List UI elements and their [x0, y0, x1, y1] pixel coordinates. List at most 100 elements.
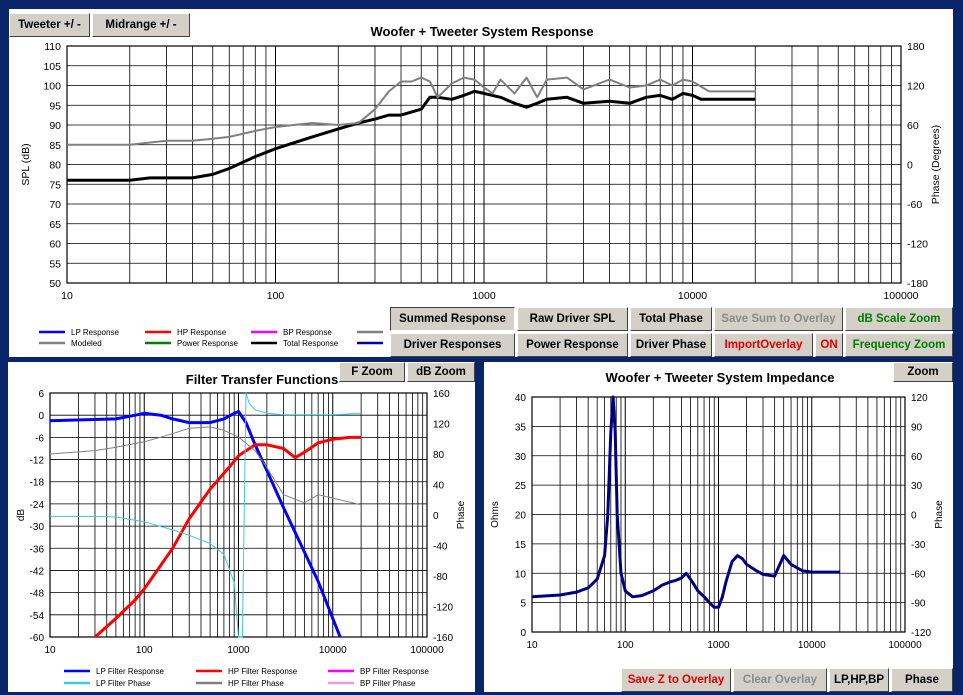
chart-title: Woofer + Tweeter System Impedance: [606, 370, 835, 385]
save-z-to-overlay-button[interactable]: Save Z to Overlay: [621, 668, 731, 692]
y2-tick-label: 80: [433, 450, 445, 461]
y2-tick-label: -180: [907, 278, 928, 290]
legend-label: BP Filter Response: [360, 667, 429, 676]
y-tick-label: 75: [49, 179, 61, 191]
y-tick-label: 70: [49, 199, 61, 211]
y2-axis-label: Phase: [934, 500, 945, 529]
legend-label: BP Filter Phase: [360, 679, 416, 688]
x-tick-label: 100000: [883, 290, 918, 302]
y-tick-label: 0: [520, 628, 526, 639]
total-phase-button[interactable]: Total Phase: [630, 307, 712, 331]
y-tick-label: 25: [515, 481, 527, 492]
impedance-phase-button[interactable]: Phase: [891, 668, 953, 692]
import-overlay-button[interactable]: ImportOverlay: [714, 333, 813, 357]
y2-tick-label: -160: [433, 633, 453, 644]
tweeter-button[interactable]: Tweeter +/ -: [9, 13, 90, 37]
x-tick-label: 1000: [227, 645, 250, 656]
y-tick-label: -54: [30, 611, 45, 622]
y-tick-label: 85: [49, 140, 61, 152]
y-tick-label: 20: [515, 511, 527, 522]
system-response-panel: 110 105 100 95 90 85 80 75 70 65 60 55 50 180 120 60 0 -6…: [9, 9, 953, 357]
legend-label: HP Filter Phase: [228, 679, 284, 688]
y-tick-label: 95: [49, 100, 61, 112]
filter-transfer-chart: 6 0 -6 -12 -18 -24 -30 -36 -42 -48 -54 -60 160 120 80 4…: [16, 372, 467, 688]
save-sum-to-overlay-button[interactable]: Save Sum to Overlay: [714, 307, 843, 331]
series-line-hp-filter-phase: [49, 426, 362, 506]
y-axis-label: Ohms: [490, 501, 501, 528]
legend-label: HP Filter Response: [228, 667, 298, 676]
y-tick-label: 30: [515, 452, 527, 463]
y2-axis-label: Phase (Degrees): [930, 125, 942, 204]
series-line-lp-filter-response: [49, 410, 342, 638]
series-line-total-response: [67, 89, 756, 182]
legend-label: HP Response: [177, 328, 227, 337]
y2-tick-label: 0: [911, 511, 917, 522]
y-tick-label: 40: [515, 393, 527, 404]
y2-tick-label: -80: [433, 572, 448, 583]
clear-overlay-button[interactable]: Clear Overlay: [733, 668, 827, 692]
db-scale-zoom-button[interactable]: dB Scale Zoom: [845, 307, 953, 331]
impedance-zoom-button[interactable]: Zoom: [893, 362, 953, 382]
y2-axis-label: Phase: [456, 500, 467, 529]
y2-tick-label: -60: [911, 569, 926, 580]
x-tick-label: 100: [617, 640, 634, 651]
y2-tick-label: -120: [433, 603, 453, 614]
y2-tick-label: 90: [911, 422, 923, 433]
y-tick-label: -12: [30, 456, 45, 467]
y-tick-label: 80: [49, 160, 61, 172]
y-tick-label: 65: [49, 219, 61, 231]
raw-driver-spl-button[interactable]: Raw Driver SPL: [517, 307, 628, 331]
driver-responses-button[interactable]: Driver Responses: [390, 333, 515, 357]
y2-tick-label: 120: [907, 81, 925, 93]
y-tick-label: 60: [49, 239, 61, 251]
y-tick-label: -42: [30, 566, 45, 577]
y2-tick-label: 30: [911, 481, 923, 492]
x-tick-label: 100000: [888, 640, 922, 651]
y2-tick-label: -40: [433, 542, 448, 553]
y2-tick-label: -60: [907, 199, 922, 211]
y2-tick-label: 0: [907, 160, 913, 172]
y-tick-label: 15: [515, 540, 527, 551]
impedance-chart: 40353025201510501209060300-30-60-90-1201…: [490, 370, 945, 651]
legend-label: LP Filter Phase: [96, 679, 151, 688]
f-zoom-button[interactable]: F Zoom: [339, 362, 405, 382]
y-tick-label: 35: [515, 422, 527, 433]
db-zoom-button[interactable]: dB Zoom: [407, 362, 475, 382]
y2-tick-label: 160: [433, 389, 450, 400]
y2-tick-label: -120: [907, 239, 928, 251]
power-response-button[interactable]: Power Response: [517, 333, 628, 357]
x-tick-label: 10000: [798, 640, 826, 651]
y2-tick-label: 0: [433, 511, 439, 522]
series-line-modeled: [67, 76, 756, 146]
y-tick-label: -24: [30, 500, 45, 511]
impedance-panel: 40 35 30 25 20 15 10 5 0 120 90 60 30 0 -30 -60 -90 -120 1…: [484, 362, 953, 692]
y-tick-label: 5: [520, 599, 526, 610]
y-tick-label: 90: [49, 120, 61, 132]
y-tick-label: 55: [49, 258, 61, 270]
series-line-hp-filter-response: [94, 435, 362, 639]
x-tick-label: 10: [44, 645, 56, 656]
summed-response-button[interactable]: Summed Response: [390, 307, 515, 331]
filter-transfer-panel: 6 0 -6 -12 -18 -24 -30 -36 -42 -48 -54 -60 160 120 80 4…: [8, 362, 475, 692]
y-tick-label: 0: [38, 411, 44, 422]
y2-tick-label: -30: [911, 540, 926, 551]
legend-label: LP Filter Response: [96, 667, 164, 676]
x-tick-label: 100: [136, 645, 153, 656]
y-tick-label: -60: [30, 633, 45, 644]
frequency-zoom-button[interactable]: Frequency Zoom: [845, 333, 953, 357]
lp-hp-bp-button[interactable]: LP,HP,BP: [829, 668, 889, 692]
midrange-button[interactable]: Midrange +/ -: [92, 13, 190, 37]
y-axis-label: SPL (dB): [20, 143, 32, 185]
driver-phase-button[interactable]: Driver Phase: [630, 333, 712, 357]
y2-tick-label: 180: [907, 41, 925, 53]
series-line-lp-filter-phase: [50, 392, 362, 638]
x-tick-label: 100: [267, 290, 285, 302]
y-tick-label: 10: [515, 569, 527, 580]
x-tick-label: 10000: [319, 645, 347, 656]
overlay-on-toggle[interactable]: ON: [815, 333, 843, 357]
chart-title: Woofer + Tweeter System Response: [370, 24, 593, 39]
y-tick-label: 50: [49, 278, 61, 290]
y2-tick-label: 60: [907, 120, 919, 132]
legend-label: BP Response: [283, 328, 332, 337]
x-tick-label: 1000: [472, 290, 496, 302]
